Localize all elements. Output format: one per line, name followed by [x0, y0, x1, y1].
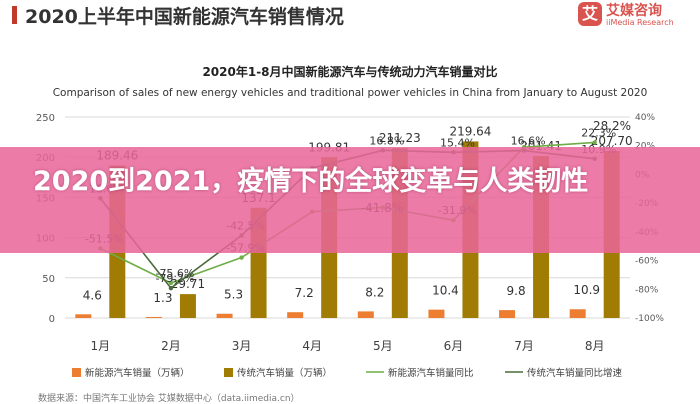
nev-yoy-data-label: 22.3% — [581, 126, 616, 139]
logo-name-cn: 艾媒咨询 — [606, 3, 662, 19]
category-label: 8月 — [585, 339, 605, 353]
logo-icon: 艾 — [578, 2, 602, 26]
right-axis-tick-label: -60% — [635, 257, 659, 267]
nev-sales-data-label: 10.9 — [573, 283, 600, 297]
right-axis-tick-label: 40% — [635, 113, 655, 123]
nev-sales-bar — [145, 316, 162, 318]
legend-item-label: 新能源汽车销量同比 — [388, 367, 474, 379]
traditional-yoy-data-label: 16.6% — [511, 135, 546, 148]
overlay-headline: 2020到2021，疫情下的全球变革与人类韧性 — [33, 166, 589, 197]
traditional-sales-data-label: 207.70 — [591, 134, 633, 148]
category-label: 7月 — [514, 339, 534, 353]
page-title: 2020上半年中国新能源汽车销售情况 — [25, 6, 344, 28]
nev-sales-bar — [216, 313, 233, 318]
right-axis-tick-label: 20% — [635, 142, 655, 152]
legend-swatch — [72, 368, 81, 377]
logo-name-en: iiMedia Research — [606, 18, 674, 27]
nev-sales-bar — [569, 309, 586, 318]
nev-yoy-point — [592, 140, 597, 145]
nev-sales-bar — [428, 309, 445, 318]
chart-title: 2020年1-8月中国新能源汽车与传统动力汽车销量对比 — [202, 65, 498, 79]
legend-item-label: 新能源汽车销量（万辆） — [85, 367, 190, 379]
nev-sales-data-label: 5.3 — [224, 288, 243, 302]
nev-sales-bar — [287, 312, 304, 318]
left-axis-tick-label: 0 — [49, 314, 55, 325]
traditional-yoy-data-label: 16.8% — [369, 134, 404, 147]
header: 2020上半年中国新能源汽车销售情况 艾 艾媒咨询 iiMedia Resear… — [0, 0, 700, 30]
category-label: 3月 — [232, 339, 252, 353]
legend-swatch — [224, 368, 233, 377]
nev-sales-bar — [357, 311, 374, 318]
legend-item-label: 传统汽车销量同比增速 — [527, 367, 623, 379]
right-axis-tick-label: -100% — [635, 314, 664, 324]
category-label: 5月 — [373, 339, 393, 353]
nev-sales-data-label: 7.2 — [295, 286, 314, 300]
left-axis-tick-label: 250 — [36, 113, 55, 124]
nev-sales-bar — [75, 314, 92, 318]
traditional-yoy-point — [168, 285, 174, 291]
nev-yoy-point — [239, 255, 244, 260]
legend-item-label: 传统汽车销量（万辆） — [237, 367, 332, 379]
category-label: 4月 — [302, 339, 322, 353]
nev-yoy-point — [168, 280, 174, 286]
nev-sales-data-label: 1.3 — [153, 291, 172, 305]
chart-subtitle: Comparison of sales of new energy vehicl… — [52, 87, 648, 99]
nev-sales-data-label: 10.4 — [432, 284, 459, 298]
extra-data-label: 28.2% — [593, 119, 631, 133]
header-accent-bar — [12, 6, 17, 24]
category-label: 1月 — [90, 339, 110, 353]
category-label: 6月 — [444, 339, 464, 353]
traditional-yoy-data-label: -79.2% — [155, 272, 194, 285]
left-axis-tick-label: 50 — [42, 274, 55, 285]
traditional-sales-bar — [179, 294, 196, 318]
title-overlay-banner — [0, 147, 700, 253]
nev-yoy-data-label: -75.6% — [155, 267, 194, 280]
category-label: 2月 — [161, 339, 181, 353]
nev-sales-bar — [499, 310, 516, 318]
traditional-sales-data-label: 211.23 — [379, 131, 421, 145]
nev-sales-data-label: 4.6 — [83, 288, 102, 302]
traditional-yoy-data-label: 15.4% — [440, 136, 475, 149]
source-note: 数据来源：中国汽车工业协会 艾媒数据中心（data.iimedia.cn） — [38, 394, 300, 404]
traditional-sales-data-label: 219.64 — [449, 124, 491, 138]
right-axis-tick-label: -80% — [635, 285, 659, 295]
nev-sales-data-label: 9.8 — [507, 284, 526, 298]
nev-sales-data-label: 8.2 — [365, 285, 384, 299]
